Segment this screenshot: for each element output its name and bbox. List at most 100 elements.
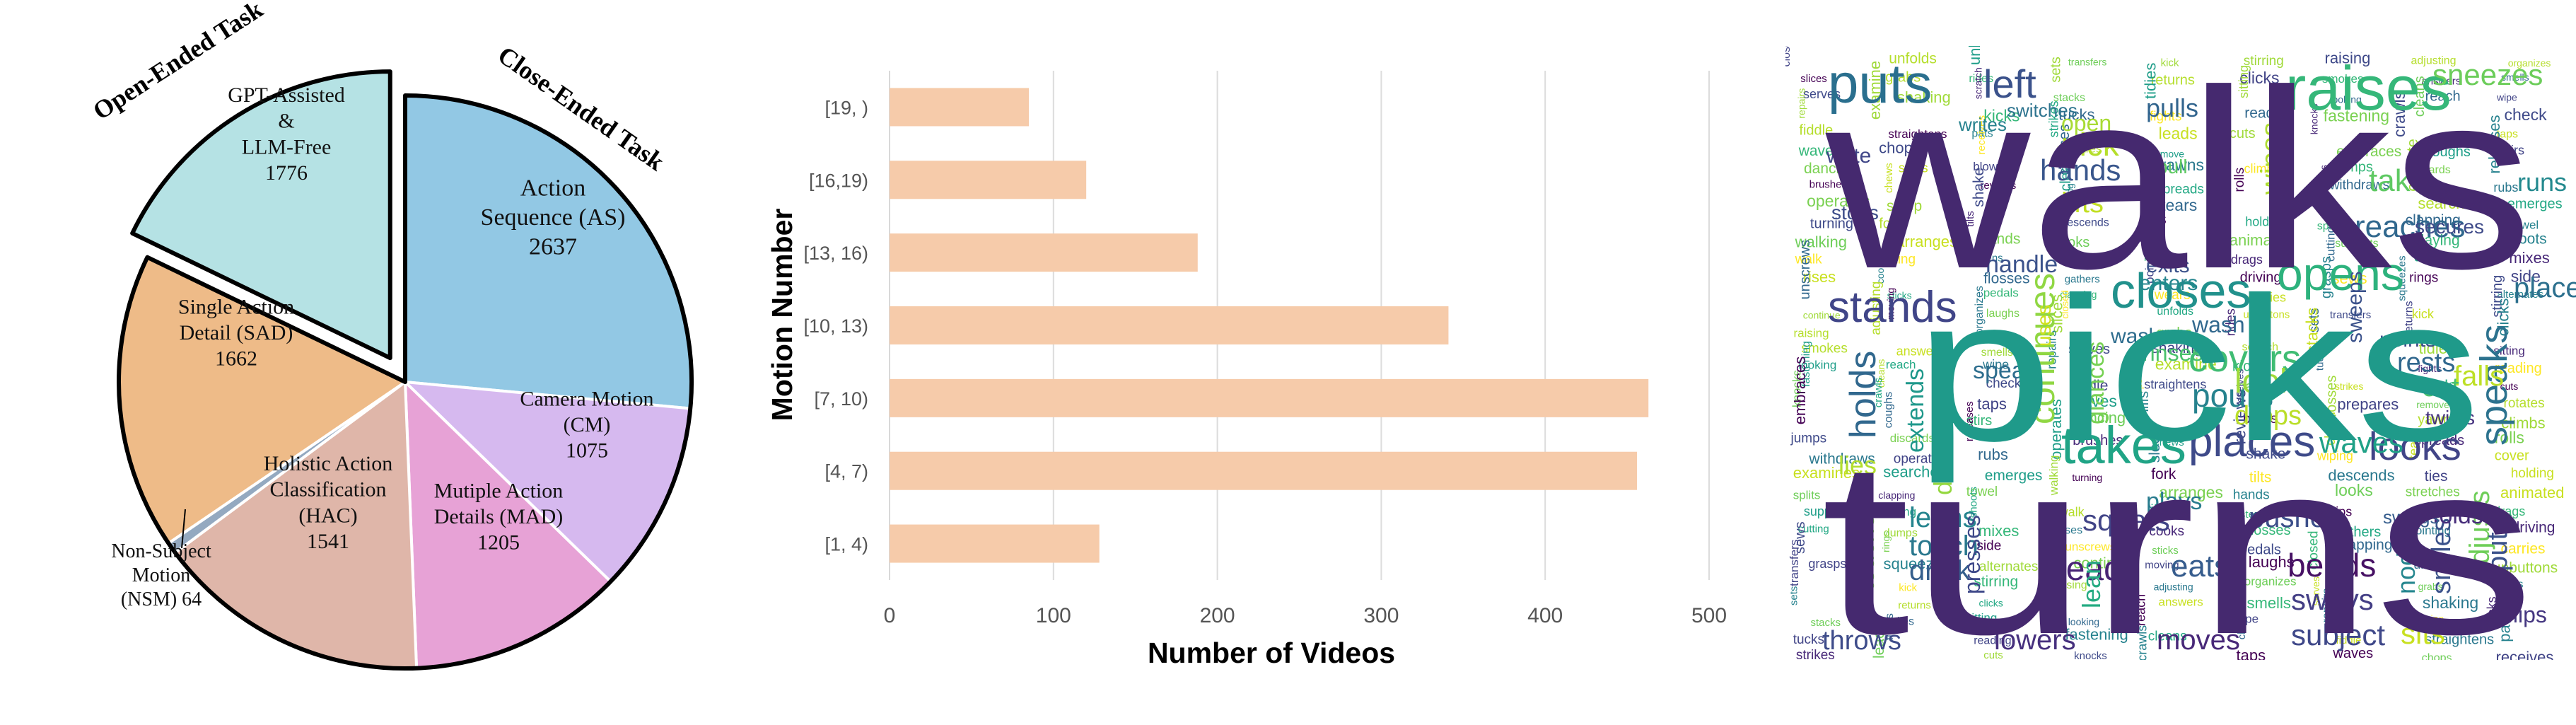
word-cloud-small-word: clapping — [2406, 212, 2461, 228]
word-cloud-small-word: playing — [1878, 505, 1916, 518]
word-cloud-word-eat: eat — [2422, 373, 2459, 402]
word-cloud-small-word: animated — [2500, 484, 2565, 501]
word-cloud-small-word: scratch — [1972, 67, 1983, 99]
word-cloud-small-word: knocks — [2308, 104, 2319, 135]
word-cloud-word-writes: writes — [1958, 114, 2007, 135]
word-cloud: closed unfolds unbuttons transfers kick stirr… — [1785, 46, 2576, 660]
word-cloud-small-word: shaking — [2151, 340, 2202, 356]
word-cloud-small-word: raising — [2325, 50, 2371, 67]
word-cloud-small-word: withdraws — [1808, 451, 1875, 468]
pie-label-line: Detail (SAD) — [180, 321, 293, 344]
word-cloud-small-word: receives — [2234, 369, 2245, 406]
word-cloud-word-lifts: lifts — [2061, 187, 2104, 219]
word-cloud-word-put: put — [2482, 532, 2513, 572]
word-cloud-word-throws: throws — [1822, 626, 1901, 656]
word-cloud-small-word: pointing — [2408, 524, 2451, 538]
word-cloud-small-word: operate — [1894, 452, 1939, 467]
word-cloud-small-word: serves — [2310, 576, 2321, 605]
word-cloud-word-hands: hands — [2040, 153, 2121, 187]
bar-category-label: [13, 16) — [803, 243, 868, 264]
word-cloud-small-word: rises — [1803, 268, 1836, 286]
word-cloud-word-uses: uses — [2033, 305, 2055, 347]
word-cloud-small-word: yawns — [2418, 412, 2458, 428]
word-cloud-small-word: looking — [2330, 93, 2361, 105]
pie-label-line: 2637 — [529, 233, 577, 260]
word-cloud-small-word: descends — [2328, 467, 2394, 485]
word-cloud-small-word: cooks — [2149, 524, 2184, 539]
word-cloud-small-word: rolls — [2232, 168, 2247, 192]
open-ended-outline — [130, 69, 392, 361]
word-cloud-word-left: left — [1983, 62, 2036, 106]
pie-label-hac: Holistic Action Classification (HAC) 1541 — [264, 452, 393, 553]
word-cloud-small-word: stretches — [2406, 485, 2460, 500]
word-cloud-small-word: cutting — [2324, 226, 2338, 262]
word-cloud-small-word: pedals — [1983, 286, 2019, 300]
word-cloud-small-word: examine — [1866, 61, 1884, 120]
word-cloud-small-word: spreads — [2414, 433, 2464, 448]
word-cloud-word-subject: subject — [2291, 618, 2385, 651]
word-cloud-small-word: answers — [1896, 344, 1944, 358]
word-cloud-word-take: take — [2369, 163, 2428, 198]
word-cloud-small-word: grasps — [2319, 256, 2334, 298]
word-cloud-small-word: unscrews — [1797, 240, 1813, 299]
bar-x-axis-title: Number of Videos — [1148, 637, 1395, 669]
word-cloud-word-eats: eats — [2171, 549, 2230, 584]
pie-label-line: 1776 — [265, 161, 308, 185]
word-cloud-small-word: pats — [2496, 613, 2514, 642]
word-cloud-word-picks: picks — [1915, 255, 2481, 485]
word-cloud-small-word: stirring — [1974, 574, 2018, 590]
word-cloud-small-word: squeezes — [2396, 255, 2408, 301]
word-cloud-small-word: fastens — [2231, 509, 2265, 521]
word-cloud-small-word: grabs — [2418, 581, 2443, 592]
pie-label-line: Mutiple Action — [434, 479, 564, 502]
word-cloud-small-word: rides — [2499, 579, 2524, 591]
word-cloud-small-word: shaking — [2423, 593, 2478, 612]
word-cloud-small-word: moving — [1884, 288, 1896, 320]
word-cloud-small-word: kicks — [2232, 358, 2266, 374]
word-cloud-small-word: tucks — [1793, 632, 1824, 647]
word-cloud-small-word: gathers — [2334, 525, 2382, 540]
bar-category-label: [7, 10) — [814, 388, 868, 410]
word-cloud-small-word: cover — [2218, 175, 2233, 209]
word-cloud-small-word: jumps — [1790, 431, 1827, 446]
word-cloud-small-word: answers — [2421, 76, 2461, 88]
word-cloud-small-word: organizes — [2244, 574, 2297, 588]
word-cloud-small-word: alternates — [1979, 559, 2038, 574]
word-cloud-small-word: spreads — [2156, 182, 2204, 197]
word-cloud-small-word: cover — [2495, 448, 2529, 464]
word-cloud-small-word: reach — [1886, 358, 1916, 371]
word-cloud-word-takes: takes — [2061, 416, 2186, 475]
word-cloud-small-word: wipe — [1982, 357, 2009, 371]
word-cloud-small-word: rings — [2409, 270, 2438, 285]
word-cloud-small-word: blows — [1973, 160, 2003, 173]
word-cloud-small-word: zips — [2329, 505, 2352, 519]
word-cloud-small-word: kick — [1899, 581, 1917, 593]
word-cloud-small-word: arranges — [1896, 233, 1957, 250]
word-cloud-small-word: lifting — [2148, 502, 2178, 516]
word-cloud-small-word: reading — [1974, 635, 2011, 647]
word-cloud-small-word: turning — [2072, 472, 2102, 483]
word-cloud-small-word: transfers — [1788, 540, 1801, 586]
word-cloud-word-falls: falls — [2454, 361, 2504, 392]
word-cloud-small-word: mixes — [2509, 249, 2549, 267]
word-cloud-small-word: sitting — [2237, 65, 2251, 98]
word-cloud-word-looks: looks — [2369, 424, 2461, 468]
word-cloud-small-word: leads — [2419, 376, 2456, 394]
word-cloud-small-word: sleep — [1887, 198, 1922, 214]
word-cloud-small-word: dancing — [1804, 161, 1856, 177]
bar-mark — [890, 378, 1649, 417]
bar-category-labels: [19, ) [16,19) [13, 16) [10, 13) [7, 10) [4, … — [803, 97, 868, 555]
word-cloud-small-word: searches — [1883, 463, 1946, 481]
bar-x-tick-label: 0 — [884, 604, 896, 627]
word-cloud-small-word: rolls — [2495, 429, 2524, 447]
bar-category-label: [1, 4) — [824, 534, 868, 555]
word-cloud-small-word: tidies — [2142, 63, 2160, 99]
word-cloud-word-moves: moves — [2157, 625, 2240, 656]
word-cloud-small-word: sticks — [2152, 545, 2179, 557]
word-cloud-word-places: places — [2189, 417, 2315, 466]
word-cloud-small-word: flosses — [1983, 271, 2029, 287]
word-cloud-small-word: tears — [2161, 196, 2197, 214]
word-cloud-small-word: sews — [2332, 269, 2367, 287]
word-cloud-small-word: fork — [1879, 216, 1903, 232]
word-cloud-word-pulls: pulls — [2146, 93, 2198, 122]
